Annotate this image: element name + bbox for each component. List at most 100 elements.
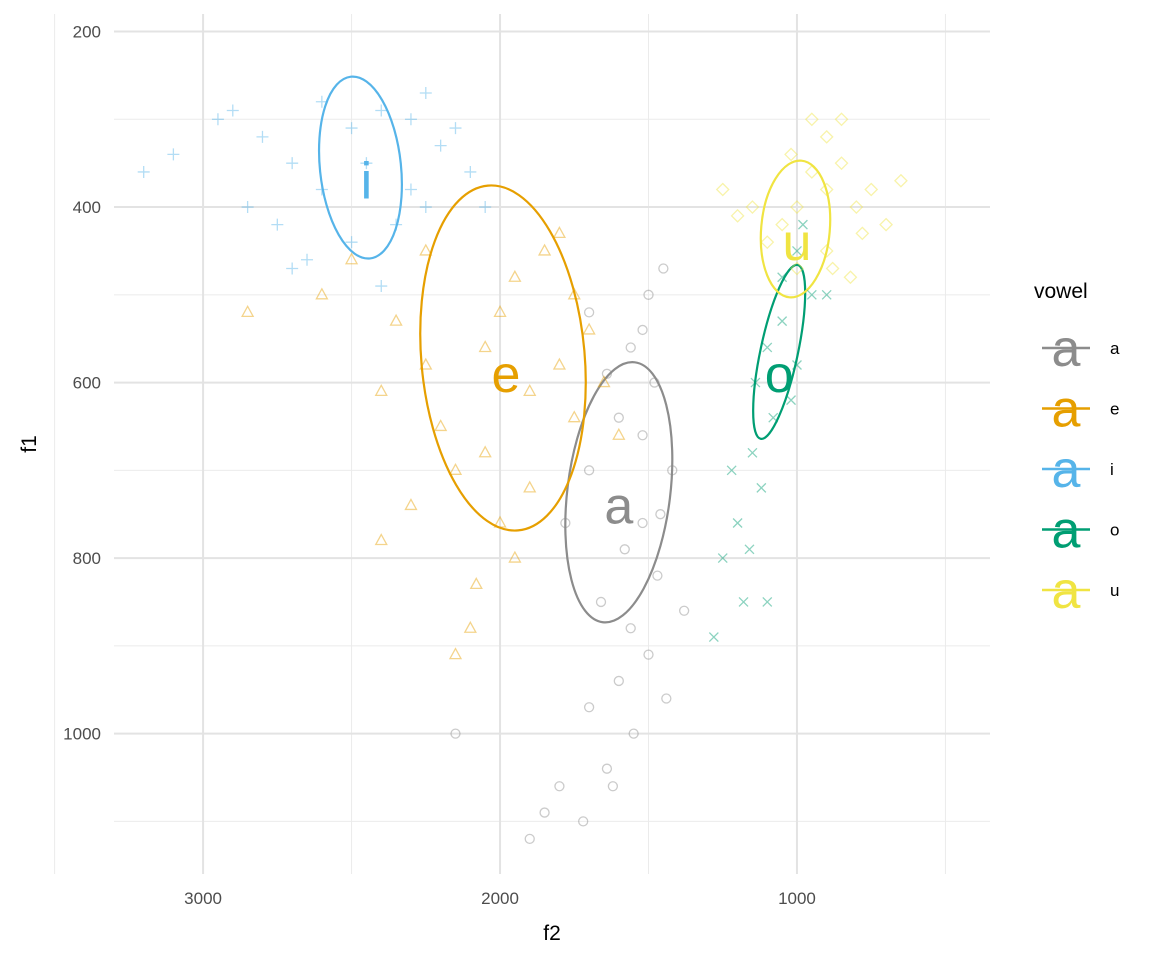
data-point-e [419,357,433,370]
data-point-i [286,262,299,275]
data-point-i [419,201,432,214]
data-point-i [315,183,328,196]
y-tick-label: 600 [73,374,101,393]
confidence-ellipses [317,75,832,624]
data-point-i [271,218,284,231]
data-point-u [843,270,858,285]
vowel-label-i: i [361,153,373,211]
data-point-u [825,261,840,276]
data-point-a [554,781,565,792]
legend-title: vowel [1034,280,1088,303]
data-point-e [463,620,477,633]
data-point-e [493,305,507,318]
data-point-o [777,272,788,283]
ellipse-o [752,263,807,440]
vowel-label-e: e [492,346,521,404]
data-point-a [578,816,589,827]
data-point-a [583,465,595,476]
data-point-a [601,368,613,379]
data-point-e [508,269,522,282]
data-point-i [167,148,180,161]
data-point-e [493,515,507,528]
data-point-o [786,395,797,406]
data-point-a [658,263,669,274]
data-point-e [537,243,552,256]
legend-label: i [1110,460,1114,479]
data-point-e [478,445,492,458]
data-point-a [643,649,654,660]
data-point-o [762,342,773,353]
data-point-o [726,465,737,476]
data-point-o [756,482,767,493]
data-point-i [286,157,299,170]
vowel-labels: a e i o u [361,153,812,536]
data-point-o [708,632,719,643]
data-point-o [768,412,779,423]
data-point-e [374,533,388,546]
data-point-i [434,139,447,152]
data-point-u [745,200,760,214]
legend-label: u [1110,581,1119,600]
data-point-u [819,129,834,144]
data-point-u [893,173,908,188]
data-point-a [583,307,595,318]
data-point-o [797,219,808,230]
data-point-e [523,383,537,396]
data-point-a [678,605,690,616]
data-point-i [345,122,358,135]
data-point-u [804,165,819,179]
data-point-o [717,553,728,564]
data-point-u [730,208,745,223]
data-point-e [448,647,463,660]
data-point-i [375,104,388,117]
data-point-a [583,702,595,713]
data-point-o [744,544,755,555]
data-point-u [775,217,790,232]
data-point-e [597,375,611,388]
data-point-e [567,410,581,423]
data-point-i [464,165,477,178]
data-point-i [315,95,328,108]
data-point-e [478,340,492,353]
data-point-a [607,781,619,792]
data-point-e [582,322,596,335]
data-point-a [539,807,550,818]
data-point-u [790,261,804,276]
data-point-e [389,313,403,326]
data-point-a [560,517,571,529]
ellipse-e [419,184,587,532]
legend-label: o [1110,521,1119,540]
data-point-i [404,113,417,126]
x-tick-label: 1000 [778,889,816,908]
data-point-a [524,833,535,845]
ellipse-i [317,75,403,260]
data-point-i [419,86,432,99]
data-point-a [625,342,636,353]
data-point-u [790,200,804,214]
data-point-o [777,316,788,327]
y-tick-label: 200 [73,23,101,42]
data-point-o [792,245,802,256]
data-point-u [819,182,834,197]
data-point-o [747,447,758,458]
data-point-u [864,182,879,197]
x-tick-label: 3000 [184,889,222,908]
data-point-o [792,360,802,370]
data-point-a [595,596,607,608]
data-point-u [879,217,893,232]
data-point-e [552,357,567,370]
data-point-i [479,201,492,214]
y-tick-label: 1000 [63,725,101,744]
data-point-a [661,693,672,704]
data-point-a [450,728,461,739]
data-point-a [655,509,666,520]
data-point-a [649,377,660,388]
axes: 3000 2000 1000 200 400 600 800 1000 f2 f1 [18,23,816,945]
data-point-e [523,480,537,493]
data-point-a [613,675,624,687]
